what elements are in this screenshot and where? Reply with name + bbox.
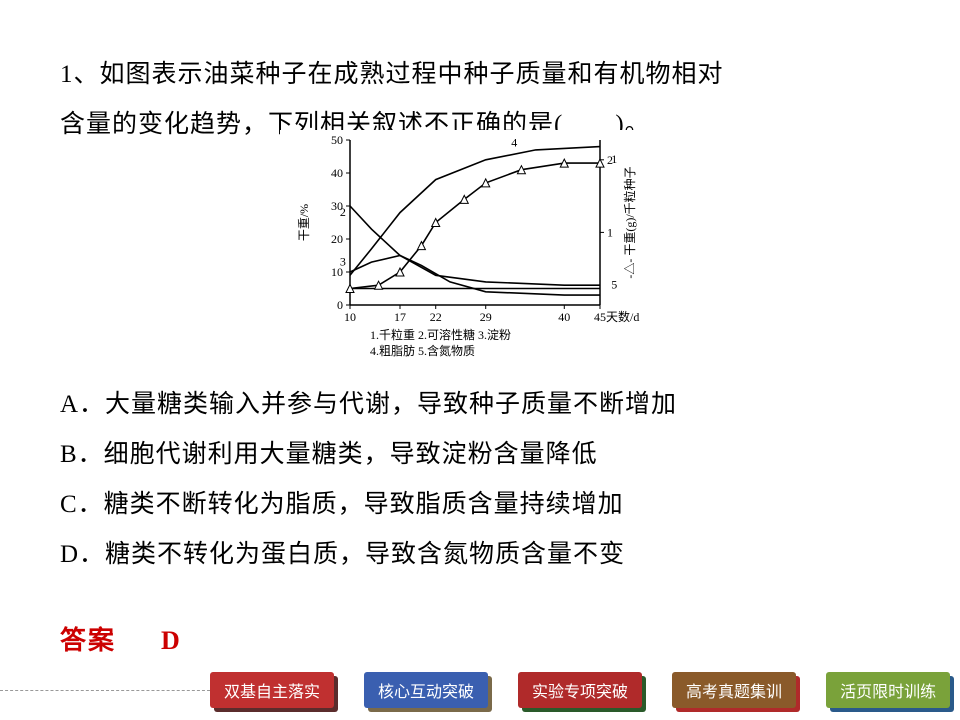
tab-label: 高考真题集训 (672, 672, 796, 708)
svg-text:17: 17 (394, 310, 406, 324)
svg-text:天数/d: 天数/d (606, 309, 639, 324)
svg-text:1: 1 (611, 152, 617, 166)
option-c: C．糖类不断转化为脂质，导致脂质含量持续增加 (60, 480, 900, 530)
svg-text:29: 29 (480, 310, 492, 324)
footer-tab-3[interactable]: 高考真题集训 (672, 672, 796, 708)
footer-tab-2[interactable]: 实验专项突破 (518, 672, 642, 708)
svg-text:3: 3 (340, 254, 346, 268)
tab-label: 核心互动突破 (364, 672, 488, 708)
svg-text:20: 20 (331, 232, 343, 246)
options-block: A．大量糖类输入并参与代谢，导致种子质量不断增加 B．细胞代谢利用大量糖类，导致… (60, 380, 900, 580)
svg-text:50: 50 (331, 133, 343, 147)
answer-block: 答案 D (60, 620, 182, 657)
svg-text:22: 22 (430, 310, 442, 324)
option-a: A．大量糖类输入并参与代谢，导致种子质量不断增加 (60, 380, 900, 430)
footer-divider (0, 690, 210, 691)
footer-tabs: 双基自主落实核心互动突破实验专项突破高考真题集训活页限时训练 (210, 672, 950, 708)
option-b: B．细胞代谢利用大量糖类，导致淀粉含量降低 (60, 430, 900, 480)
svg-text:1: 1 (607, 225, 613, 239)
footer-tab-1[interactable]: 核心互动突破 (364, 672, 488, 708)
svg-text:4.粗脂肪 5.含氮物质: 4.粗脂肪 5.含氮物质 (370, 343, 475, 358)
svg-text:干重/%: 干重/% (297, 204, 311, 241)
question-line1: 1、如图表示油菜种子在成熟过程中种子质量和有机物相对 (60, 50, 900, 100)
svg-text:40: 40 (331, 166, 343, 180)
answer-value: D (161, 626, 182, 655)
svg-text:45: 45 (594, 310, 606, 324)
option-d: D．糖类不转化为蛋白质，导致含氮物质含量不变 (60, 530, 900, 580)
tab-label: 实验专项突破 (518, 672, 642, 708)
tab-label: 活页限时训练 (826, 672, 950, 708)
svg-text:40: 40 (558, 310, 570, 324)
chart-figure: 0102030405010172229404512干重/%-△- 干重(g)/千… (280, 130, 660, 375)
svg-text:-△- 干重(g)/千粒种子: -△- 干重(g)/千粒种子 (622, 166, 637, 278)
footer-tab-0[interactable]: 双基自主落实 (210, 672, 334, 708)
tab-label: 双基自主落实 (210, 672, 334, 708)
svg-text:2: 2 (340, 205, 346, 219)
footer-tab-4[interactable]: 活页限时训练 (826, 672, 950, 708)
svg-text:1.千粒重 2.可溶性糖 3.淀粉: 1.千粒重 2.可溶性糖 3.淀粉 (370, 327, 511, 342)
svg-text:4: 4 (511, 136, 517, 150)
svg-text:10: 10 (344, 310, 356, 324)
answer-label: 答案 (60, 626, 116, 655)
chart-svg: 0102030405010172229404512干重/%-△- 干重(g)/千… (280, 130, 660, 375)
svg-text:0: 0 (337, 298, 343, 312)
svg-text:5: 5 (611, 278, 617, 292)
